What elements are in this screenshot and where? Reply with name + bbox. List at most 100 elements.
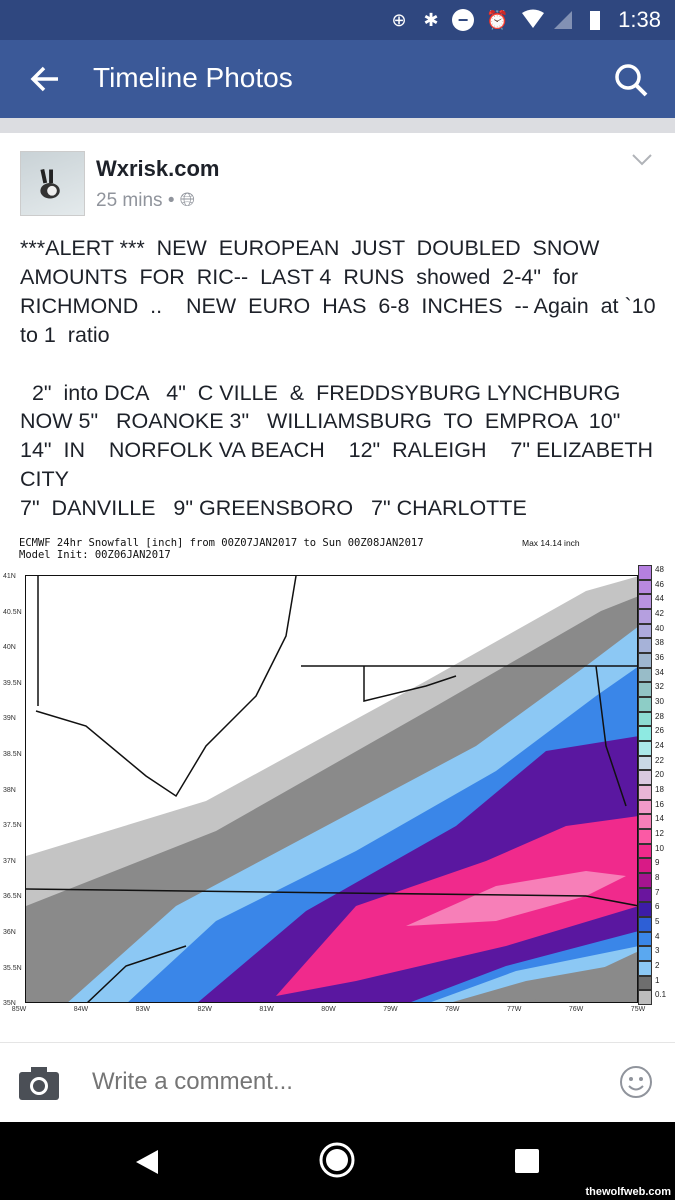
arrow-left-icon[interactable] <box>28 62 62 96</box>
colorbar-label: 22 <box>655 755 664 765</box>
colorbar-label: 42 <box>655 609 664 618</box>
cell-signal-icon <box>554 11 572 29</box>
colorbar-label: 6 <box>655 902 660 912</box>
status-bar: ⊕ ✱ − ⏰ 1:38 <box>0 0 675 40</box>
colorbar-label: 24 <box>655 741 664 750</box>
colorbar-cell <box>638 917 652 932</box>
lat-tick: 37.5N <box>3 822 22 830</box>
colorbar-label: 16 <box>655 799 664 809</box>
battery-icon <box>590 11 600 30</box>
comment-bar <box>0 1042 675 1122</box>
colorbar-label: 26 <box>655 726 664 736</box>
lon-tick: 84W <box>73 1006 89 1013</box>
colorbar-cell <box>638 682 652 697</box>
colorbar-cell <box>638 609 652 624</box>
colorbar-cell <box>638 814 652 829</box>
data-saver-icon: ⊕ <box>391 10 407 30</box>
divider <box>0 118 675 133</box>
app-bar: Timeline Photos <box>0 40 675 118</box>
colorbar-cell <box>638 843 652 859</box>
colorbar-label: 20 <box>655 770 664 780</box>
colorbar-cell <box>638 858 652 873</box>
lon-tick: 80W <box>321 1006 336 1013</box>
post-meta: 25 mins • 🌐︎ <box>96 190 195 212</box>
author-name[interactable]: Wxrisk.com <box>96 156 220 181</box>
lon-tick: 83W <box>135 1006 150 1013</box>
colorbar-cell <box>638 653 652 668</box>
colorbar-label: 2 <box>655 961 660 970</box>
lon-tick: 82W <box>197 1006 212 1013</box>
android-nav-bar: thewolfweb.com <box>0 1122 675 1200</box>
colorbar-cell <box>638 902 652 917</box>
state-borders <box>26 576 637 1002</box>
lat-tick: 36N <box>3 929 16 936</box>
wifi-icon <box>522 9 544 28</box>
avatar[interactable] <box>20 151 85 216</box>
colorbar-cell <box>638 711 652 727</box>
chevron-down-icon[interactable] <box>631 152 653 168</box>
colorbar-cell <box>638 594 652 609</box>
colorbar-cell <box>638 961 652 976</box>
lat-tick: 35N <box>3 1000 16 1008</box>
colorbar-cell <box>638 726 652 741</box>
lat-tick: 38N <box>3 786 16 794</box>
clock: 1:38 <box>618 7 661 32</box>
camera-icon[interactable] <box>18 1065 60 1101</box>
colorbar-label: 32 <box>655 682 664 692</box>
lon-tick: 85W <box>11 1006 27 1013</box>
colorbar-cell <box>638 755 652 771</box>
lat-tick: 40.5N <box>3 608 22 616</box>
page-title: Timeline Photos <box>93 62 293 93</box>
bluetooth-icon: ✱ <box>423 10 439 30</box>
colorbar-label: 48 <box>655 565 664 574</box>
colorbar-cell <box>638 887 652 903</box>
map-title-line2: Model Init: 00Z06JAN2017 <box>19 549 171 561</box>
colorbar-label: 44 <box>655 594 664 604</box>
colorbar-cell <box>638 990 652 1005</box>
colorbar-label: 40 <box>655 623 664 633</box>
map-max-label: Max 14.14 inch <box>522 538 580 548</box>
lon-tick: 76W <box>568 1006 584 1013</box>
colorbar-cell <box>638 667 652 683</box>
lat-tick: 39.5N <box>3 679 22 687</box>
colorbar-label: 0.1 <box>655 990 667 1000</box>
map-title-line1: ECMWF 24hr Snowfall [inch] from 00Z07JAN… <box>19 537 424 549</box>
colorbar-label: 34 <box>655 667 664 677</box>
smiley-icon[interactable] <box>619 1065 653 1099</box>
colorbar-label: 5 <box>655 917 660 926</box>
lat-tick: 41N <box>3 573 16 580</box>
colorbar-label: 30 <box>655 697 664 706</box>
search-icon[interactable] <box>613 62 649 98</box>
post-time[interactable]: 25 mins <box>96 190 163 211</box>
colorbar-cell <box>638 579 652 595</box>
post-text: ***ALERT *** NEW EUROPEAN JUST DOUBLED S… <box>20 236 656 521</box>
colorbar-label: 1 <box>655 975 660 985</box>
colorbar-label: 4 <box>655 931 660 941</box>
recents-nav-icon[interactable] <box>514 1148 540 1174</box>
colorbar-cell <box>638 946 652 961</box>
snowfall-map <box>25 575 638 1003</box>
lon-tick: 77W <box>506 1006 522 1013</box>
colorbar-label: 14 <box>655 814 664 824</box>
colorbar-label: 3 <box>655 946 660 956</box>
colorbar-label: 10 <box>655 843 664 853</box>
comment-input[interactable] <box>92 1068 592 1096</box>
colorbar-cell <box>638 785 652 800</box>
lat-tick: 40N <box>3 644 16 652</box>
back-nav-icon[interactable] <box>134 1148 160 1176</box>
lat-tick: 37N <box>3 857 16 865</box>
colorbar-label: 36 <box>655 653 664 662</box>
colorbar-label: 38 <box>655 638 664 648</box>
colorbar-cell <box>638 741 652 756</box>
colorbar-cell <box>638 565 652 580</box>
colorbar-label: 12 <box>655 829 664 838</box>
watermark: thewolfweb.com <box>585 1186 671 1198</box>
globe-icon: 🌐︎ <box>179 190 195 211</box>
lat-tick: 38.5N <box>3 751 22 758</box>
lon-tick: 75W <box>630 1006 646 1013</box>
colorbar-label: 8 <box>655 873 660 882</box>
colorbar-label: 7 <box>655 887 660 897</box>
alarm-icon: ⏰ <box>486 10 509 30</box>
colorbar-cell <box>638 799 652 815</box>
home-nav-icon[interactable] <box>319 1142 355 1178</box>
